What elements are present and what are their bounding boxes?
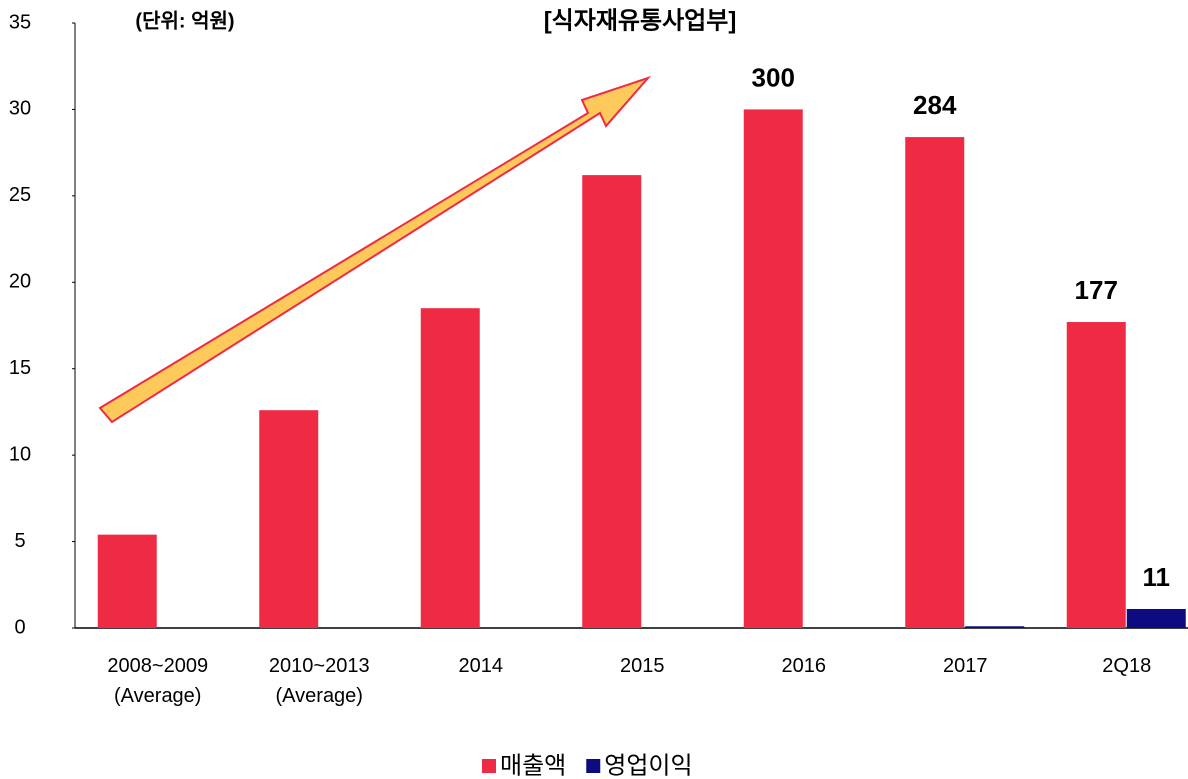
bar	[905, 137, 965, 629]
bar	[582, 175, 642, 628]
y-tick-label: 5	[14, 530, 25, 552]
bar	[965, 626, 1025, 628]
legend-label: 매출액	[500, 752, 566, 779]
bar	[420, 308, 480, 628]
x-tick-label: 2008~2009 (Average)	[107, 655, 209, 707]
data-label: 300	[752, 62, 795, 92]
bar	[259, 410, 319, 628]
trend-arrow	[98, 75, 652, 424]
y-tick-label: 30	[9, 98, 31, 120]
data-label: 177	[1075, 275, 1118, 305]
legend-swatch	[586, 759, 601, 773]
y-tick-label: 15	[9, 357, 31, 379]
bar	[97, 534, 157, 628]
x-tick-label: 2016	[781, 655, 827, 677]
data-label: 11	[1143, 562, 1171, 592]
data-label: 284	[913, 90, 957, 120]
y-tick-label: 20	[9, 271, 31, 293]
y-tick-label: 0	[14, 616, 25, 638]
unit-label: (단위: 억원)	[135, 9, 234, 32]
legend-label: 영업이익	[604, 752, 692, 779]
bar	[1066, 322, 1126, 628]
y-tick-label: 35	[9, 11, 31, 33]
x-tick-label: 2015	[620, 655, 665, 677]
chart-title: [식자재유통사업부]	[544, 7, 737, 34]
bar	[1126, 608, 1186, 628]
bar	[743, 109, 803, 628]
y-tick-label: 25	[9, 184, 31, 206]
x-tick-label: 2014	[458, 655, 504, 677]
x-tick-label: 2017	[943, 655, 988, 677]
legend-swatch	[482, 759, 496, 773]
x-tick-label: 2Q18	[1102, 655, 1152, 677]
y-tick-label: 10	[9, 443, 31, 465]
x-tick-label: 2010~2013 (Average)	[268, 655, 370, 707]
